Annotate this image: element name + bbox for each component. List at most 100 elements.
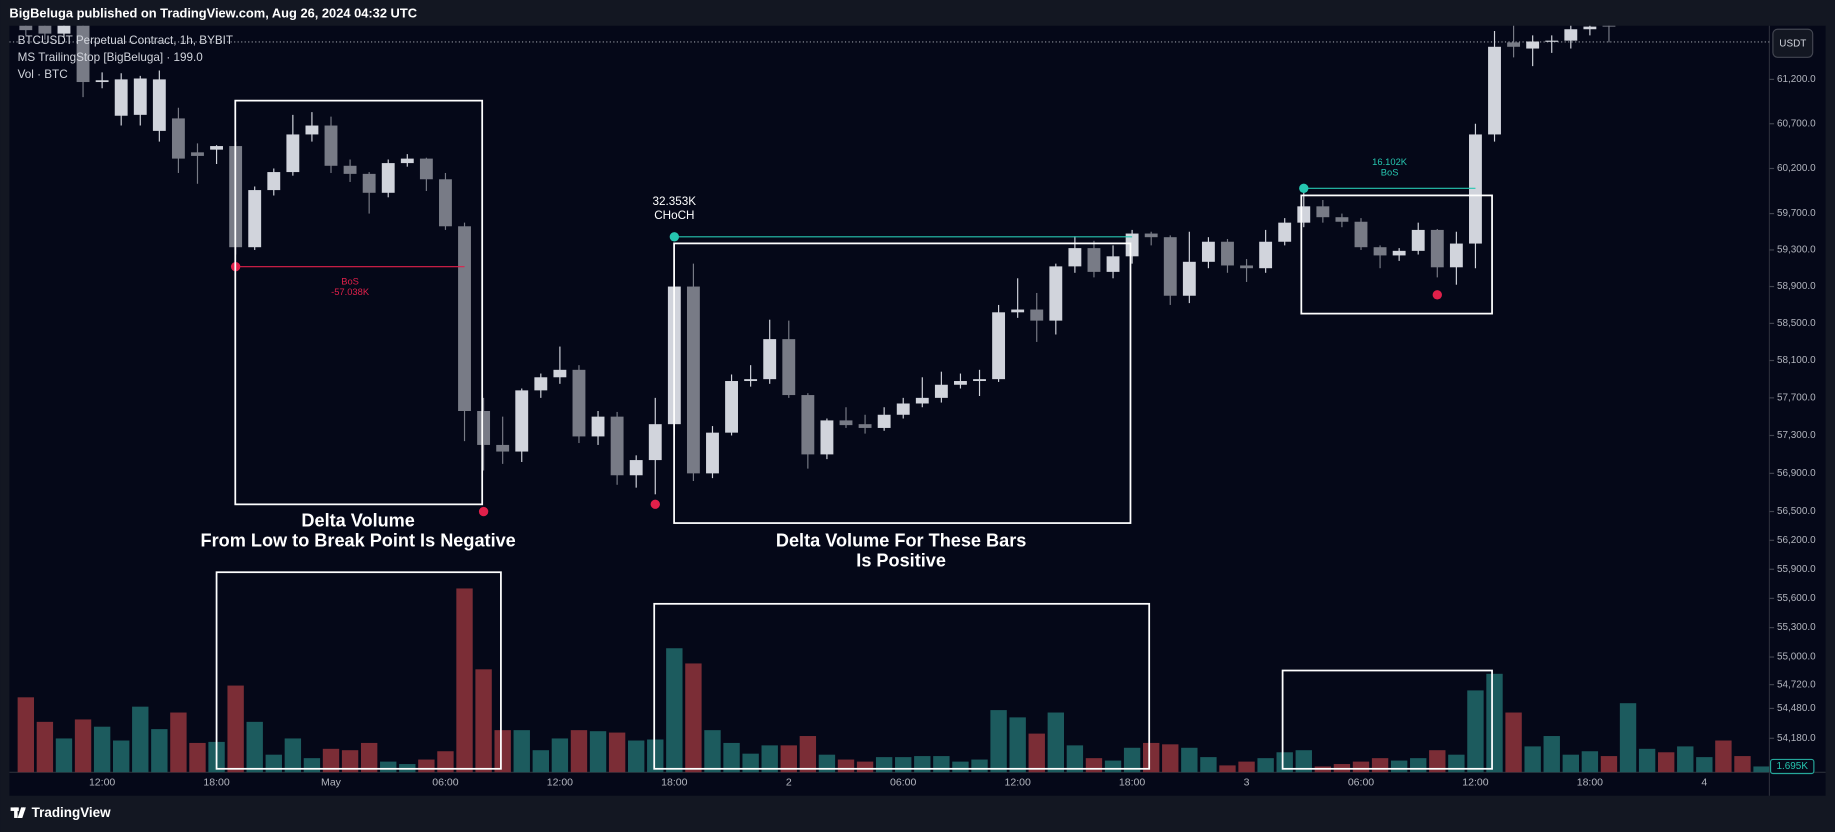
pivot-point — [1432, 290, 1442, 300]
volume-bar — [360, 742, 378, 773]
x-tick-label: 12:00 — [547, 777, 573, 789]
volume-bar — [1295, 750, 1312, 773]
candle-body — [1335, 217, 1349, 222]
volume-bar — [1371, 758, 1389, 773]
candle-body — [915, 397, 929, 404]
x-tick-label: 12:00 — [1005, 777, 1031, 789]
volume-bar — [761, 745, 778, 773]
volume-bar — [1657, 752, 1675, 773]
pivot-point — [478, 506, 489, 517]
y-tick-label: 55,000.0 — [1777, 652, 1816, 663]
y-tick-label: 56,200.0 — [1777, 535, 1816, 546]
structure-label: BoS — [1381, 168, 1399, 178]
volume-bar — [1448, 754, 1465, 773]
candle-body — [553, 369, 567, 378]
candle-body — [801, 395, 815, 455]
legend-entry: MS TrailingStop [BigBeluga] · 199.0 — [18, 51, 204, 64]
volume-bar — [837, 759, 855, 773]
volume-bar — [246, 721, 263, 773]
annotation-text: Delta Volume For These Bars — [776, 531, 1026, 551]
candle-body — [286, 134, 300, 173]
volume-bar — [456, 588, 473, 773]
candle-body — [381, 163, 395, 193]
y-tick-label: 60,700.0 — [1777, 118, 1816, 129]
candle-body — [877, 414, 891, 428]
annotation-box — [234, 99, 484, 506]
candle-body — [839, 420, 853, 426]
candle-body — [1545, 40, 1559, 42]
structure-label: -57.038K — [331, 287, 370, 297]
y-tick-label: 56,900.0 — [1777, 468, 1816, 479]
candle-body — [114, 79, 128, 116]
candle-body — [1430, 229, 1444, 268]
candle-body — [1507, 42, 1521, 47]
volume-bar — [1543, 736, 1560, 773]
volume-bar — [532, 750, 550, 773]
volume-bar — [17, 697, 35, 773]
candle-body — [458, 226, 471, 412]
pivot-point — [650, 499, 660, 509]
candle-body — [992, 312, 1006, 380]
currency-label[interactable]: USDT — [1779, 39, 1806, 50]
volume-bar — [1085, 758, 1103, 773]
candle-body — [1011, 309, 1025, 313]
currency-button[interactable] — [1772, 28, 1814, 58]
volume-bar — [1238, 761, 1255, 773]
volume-bar — [513, 730, 530, 773]
y-tick-label: 57,300.0 — [1777, 430, 1816, 441]
volume-bar — [55, 738, 73, 773]
candle-body — [1469, 134, 1482, 244]
volume-bar — [1619, 703, 1637, 773]
candle-body — [515, 390, 529, 452]
candle-body — [1125, 233, 1139, 257]
candle-body — [1449, 243, 1463, 268]
candle-body — [1106, 256, 1120, 272]
annotation-box — [215, 571, 502, 770]
volume-bar — [666, 648, 683, 773]
candle-body — [1201, 241, 1215, 262]
x-tick-label: 2 — [786, 777, 792, 789]
structure-label: CHoCH — [654, 209, 694, 222]
candle-body — [362, 173, 376, 193]
volume-bar — [227, 685, 244, 773]
y-tick-label: 54,480.0 — [1777, 703, 1816, 714]
volume-bar — [341, 750, 359, 773]
volume-bar — [1200, 757, 1217, 773]
candle-body — [820, 420, 834, 455]
volume-bar — [1734, 756, 1751, 773]
candle-body — [782, 339, 796, 396]
candle-body — [1163, 237, 1177, 296]
candle-body — [1297, 206, 1311, 223]
legend-entry: Vol · BTC — [18, 68, 68, 81]
y-tick-label: 59,700.0 — [1777, 208, 1816, 219]
structure-label: 16.102K — [1372, 157, 1408, 167]
volume-bar — [1047, 712, 1065, 773]
volume-bar — [74, 719, 92, 773]
plot — [9, 25, 1770, 773]
volume-bar — [1028, 733, 1045, 773]
x-tick-label: 06:00 — [1348, 777, 1374, 789]
y-tick-label: 59,300.0 — [1777, 245, 1816, 256]
volume-bar — [608, 732, 626, 773]
candle-body — [858, 424, 872, 428]
annotation-box — [673, 242, 1132, 524]
candle-body — [1182, 261, 1196, 296]
volume-bar — [647, 739, 664, 773]
volume-bar — [380, 761, 397, 773]
volume-bar — [1505, 712, 1522, 773]
volume-label: 1.695K — [1776, 761, 1808, 772]
y-tick-label: 58,100.0 — [1777, 355, 1816, 366]
candle-body — [1144, 233, 1158, 238]
volume-bar — [1696, 757, 1713, 773]
volume-bar — [1429, 750, 1446, 773]
candle-body — [1392, 250, 1406, 256]
candle-body — [572, 369, 586, 437]
candle-body — [954, 381, 967, 385]
structure-point — [1299, 183, 1309, 193]
volume-bar — [1066, 745, 1084, 773]
volume-bar — [914, 756, 931, 773]
volume-bar — [1123, 747, 1141, 773]
volume-bar — [1715, 740, 1732, 773]
candle-body — [210, 146, 223, 150]
